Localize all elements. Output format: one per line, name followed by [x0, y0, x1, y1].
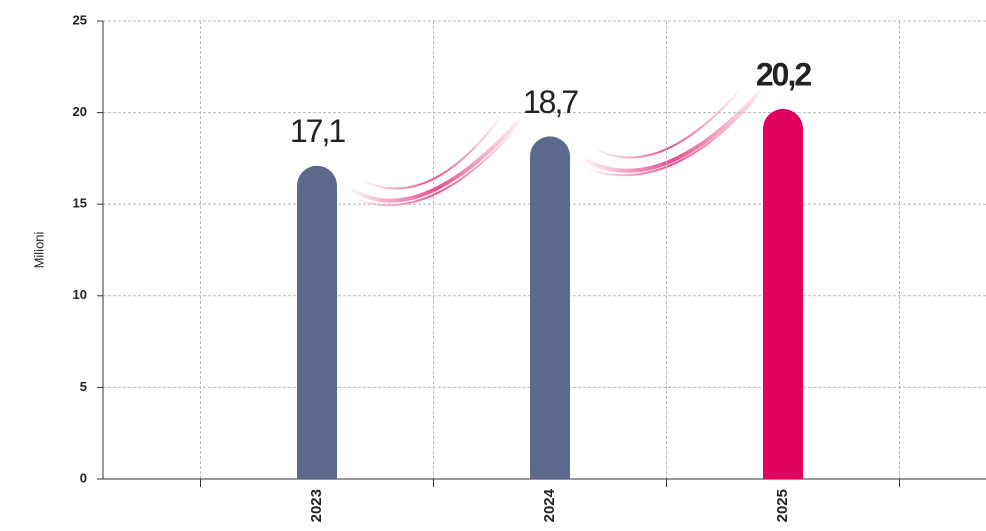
bar	[763, 109, 803, 479]
x-tick-label: 2024	[541, 488, 558, 522]
y-tick-label: 5	[80, 379, 87, 394]
y-tick-label: 0	[80, 470, 87, 485]
x-tick-label: 2025	[774, 489, 791, 522]
value-label: 20,2	[756, 56, 811, 92]
y-tick-label: 20	[73, 104, 87, 119]
bar	[297, 166, 337, 479]
y-tick-label: 25	[73, 12, 87, 27]
chart: Milioni 0510152025202317,1202418,7202520…	[0, 0, 986, 531]
value-label: 18,7	[523, 84, 578, 120]
x-tick-label: 2023	[308, 489, 325, 522]
y-tick-label: 15	[73, 196, 87, 211]
y-tick-label: 10	[73, 287, 87, 302]
bar	[530, 136, 570, 479]
value-label: 17,1	[290, 113, 345, 149]
y-axis-label: Milioni	[31, 231, 46, 268]
